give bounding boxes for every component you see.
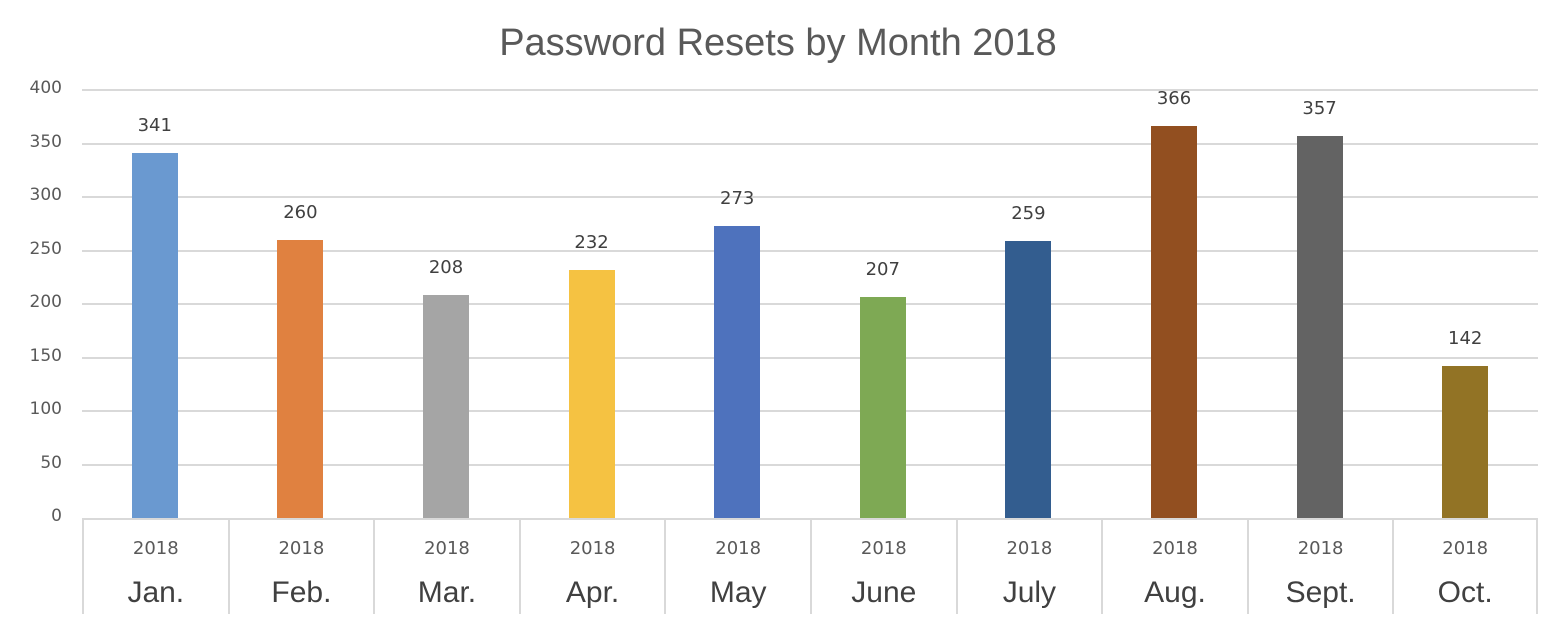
bar[interactable] <box>1005 240 1052 518</box>
gridline <box>82 303 1538 305</box>
x-group-label: 2018 <box>278 538 325 559</box>
gridline <box>82 249 1538 252</box>
x-category: 2018 Sept. <box>1246 520 1393 614</box>
x-tick-label: Sept. <box>1285 576 1356 609</box>
x-tick-label: June <box>851 576 917 609</box>
x-tick-label: July <box>1002 576 1057 609</box>
bar[interactable] <box>423 295 469 518</box>
bar[interactable] <box>1296 136 1343 518</box>
x-category: 2018 May <box>664 520 810 614</box>
y-tick-label: 50 <box>40 452 62 473</box>
data-label: 366 <box>1156 88 1192 110</box>
y-tick-label: 250 <box>29 238 62 259</box>
x-group-label: 2018 <box>1152 538 1198 559</box>
y-tick-label: 350 <box>29 131 62 152</box>
x-group-label: 2018 <box>1006 538 1053 559</box>
y-tick-label: 150 <box>29 345 62 366</box>
chart-title: Password Resets by Month 2018 <box>499 22 1057 64</box>
y-tick-label: 300 <box>29 185 62 205</box>
gridline <box>82 463 1538 466</box>
x-tick-label: Aug. <box>1144 576 1206 609</box>
bar[interactable] <box>859 296 906 518</box>
x-tick-label: Jan. <box>127 576 185 609</box>
x-category: 2018 Jan. <box>82 520 228 614</box>
x-group-label: 2018 <box>132 538 179 559</box>
data-label: 273 <box>720 187 755 209</box>
x-tick-label: Oct. <box>1437 576 1493 609</box>
x-group-label: 2018 <box>424 538 470 559</box>
data-label: 260 <box>283 201 318 223</box>
x-group-label: 2018 <box>715 538 762 559</box>
y-tick-label: 200 <box>29 292 62 312</box>
x-tick-label: May <box>709 576 767 609</box>
gridline <box>82 410 1538 412</box>
x-category: 2018 June <box>810 520 956 614</box>
x-category: 2018 Mar. <box>373 520 519 614</box>
plot-area: 341 260 208 232 273 207 259 366 357 142 <box>82 88 1538 518</box>
x-category: 2018 Aug. <box>1101 520 1247 614</box>
bar[interactable] <box>714 225 761 518</box>
x-group-label: 2018 <box>569 538 616 559</box>
x-tick-label: Apr. <box>565 576 620 609</box>
data-label: 341 <box>137 115 172 137</box>
y-tick-label: 0 <box>51 506 62 526</box>
bar[interactable] <box>1442 366 1489 518</box>
gridline <box>82 89 1538 91</box>
x-category: 2018 Oct. <box>1392 520 1538 614</box>
data-label: 142 <box>1448 328 1483 350</box>
data-label: 207 <box>865 258 900 280</box>
x-category: 2018 July <box>955 520 1102 614</box>
data-label: 208 <box>428 257 464 279</box>
data-label: 232 <box>574 231 609 253</box>
x-category: 2018 Feb. <box>227 520 374 614</box>
bar[interactable] <box>131 153 178 518</box>
data-label: 259 <box>1011 202 1046 224</box>
x-axis: 2018 Jan. 2018 Feb. 2018 Mar. 2018 Apr. 2018 May 2… <box>82 518 1538 614</box>
gridline <box>82 356 1538 359</box>
gridline <box>82 142 1538 145</box>
bar[interactable] <box>277 239 324 518</box>
data-label: 357 <box>1302 98 1337 119</box>
y-tick-label: 400 <box>29 78 62 98</box>
gridline <box>82 196 1538 198</box>
x-tick-label: Mar. <box>417 576 477 609</box>
x-tick-label: Feb. <box>271 576 332 609</box>
x-group-label: 2018 <box>860 538 907 559</box>
x-group-label: 2018 <box>1297 538 1344 559</box>
x-group-label: 2018 <box>1442 538 1489 559</box>
bar[interactable] <box>568 269 615 518</box>
x-category: 2018 Apr. <box>518 520 665 614</box>
bar[interactable] <box>1151 126 1197 518</box>
y-tick-label: 100 <box>29 399 62 419</box>
